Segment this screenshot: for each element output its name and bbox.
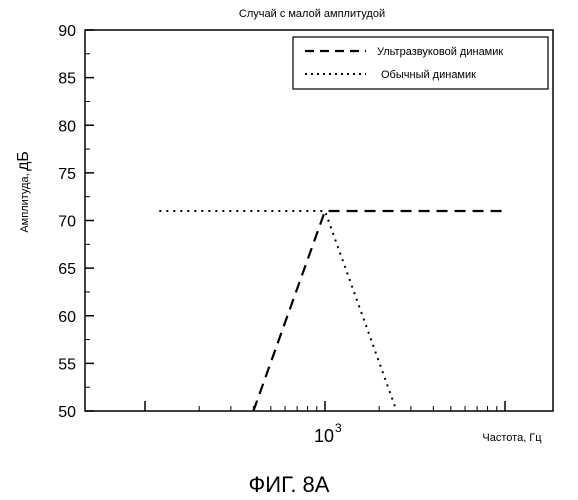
legend-box — [293, 37, 548, 89]
series-layer — [159, 211, 505, 411]
x-axis — [145, 401, 505, 411]
y-axis: 50 55 60 65 70 75 80 85 90 — [58, 23, 94, 421]
y-tick-label: 55 — [58, 356, 76, 373]
y-tick-label: 80 — [58, 118, 76, 135]
x-tick-label-exponent: 3 — [335, 421, 342, 435]
y-tick-label: 60 — [58, 309, 76, 326]
y-axis-label: Амплитуда, — [19, 173, 31, 232]
chart-title: Случай с малой амплитудой — [239, 8, 385, 20]
x-tick-label-base: 10 — [314, 426, 334, 446]
figure-caption: ФИГ. 8А — [249, 472, 330, 497]
y-tick-label: 65 — [58, 261, 76, 278]
y-tick-label: 70 — [58, 214, 76, 231]
legend-label-ultrasonic: Ультразвуковой динамик — [377, 46, 503, 58]
series-line-conventional — [159, 211, 396, 411]
legend: Ультразвуковой динамик Обычный динамик — [293, 37, 548, 89]
y-tick-label: 75 — [58, 166, 76, 183]
y-axis-unit: дБ — [15, 151, 32, 171]
legend-label-conventional: Обычный динамик — [381, 69, 476, 81]
y-tick-label: 50 — [58, 404, 76, 421]
y-tick-label: 85 — [58, 71, 76, 88]
series-line-ultrasonic — [253, 211, 505, 411]
x-axis-label: Частота, Гц — [482, 432, 542, 444]
y-tick-label: 90 — [58, 23, 76, 40]
